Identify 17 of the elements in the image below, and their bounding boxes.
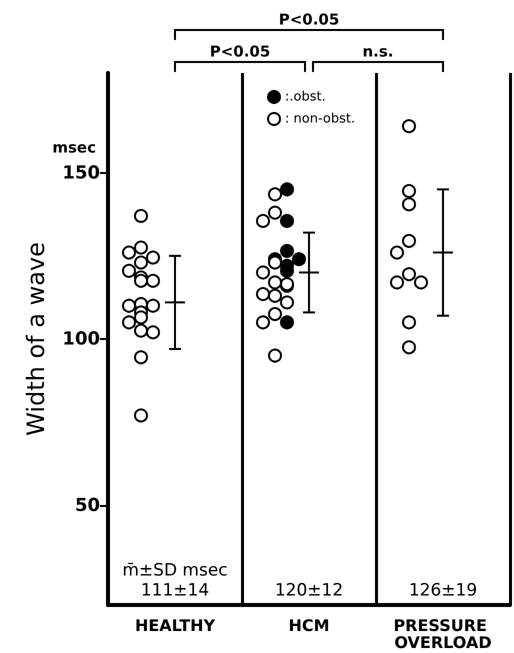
annotation: 126±19 — [408, 580, 478, 600]
x-tick-label: HEALTHY — [134, 616, 216, 635]
text: P<0.05 — [210, 42, 270, 60]
text: n.s. — [362, 42, 394, 60]
y-tick-label: 150 — [62, 162, 100, 184]
annotation: 120±12 — [274, 580, 344, 600]
text: P<0.05 — [278, 10, 340, 28]
text: msec — [52, 138, 96, 156]
annotation: m̄±SD msec — [122, 560, 228, 580]
y-axis-title: Width of a wave — [22, 242, 50, 436]
annotation: 111±14 — [140, 580, 210, 600]
x-tick-label: HCM — [288, 616, 330, 635]
y-tick-label: 50 — [74, 494, 100, 516]
legend-label: : non-obst. — [285, 112, 356, 126]
legend-label: :.obst. — [285, 90, 326, 104]
y-tick-label: 100 — [62, 328, 100, 350]
x-tick-label: PRESSURE OVERLOAD — [393, 616, 493, 652]
